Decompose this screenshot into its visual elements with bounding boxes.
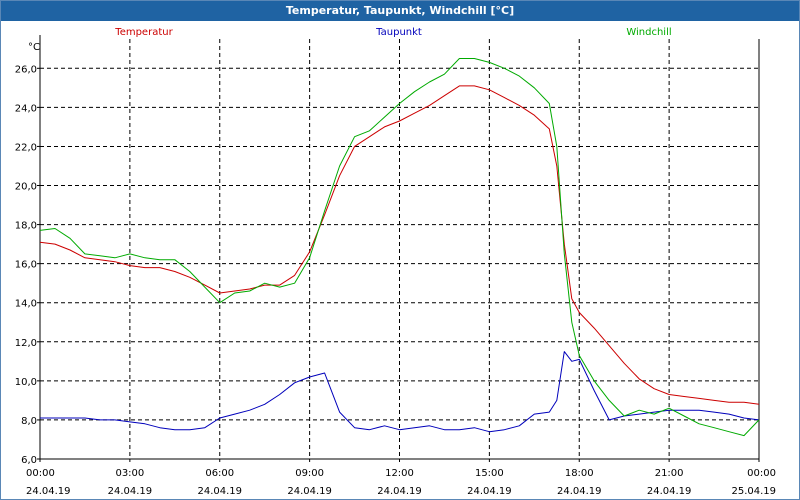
- grid-lines: [40, 39, 759, 459]
- y-tick-label: 18,0: [15, 221, 37, 232]
- y-tick-label: 22,0: [15, 142, 37, 153]
- x-tick-time-label: 00:00: [747, 468, 776, 479]
- y-tick-label: 24,0: [15, 103, 37, 114]
- x-tick-time-label: 15:00: [475, 468, 504, 479]
- legend-item-temperatur: Temperatur: [114, 27, 173, 38]
- legend-item-windchill: Windchill: [626, 27, 671, 38]
- chart-title: Temperatur, Taupunkt, Windchill [°C]: [1, 1, 799, 21]
- series-line-temperatur: [39, 85, 760, 405]
- x-tick-date-label: 24.04.19: [287, 486, 332, 497]
- series-line-windchill: [39, 58, 760, 437]
- legend-item-taupunkt: Taupunkt: [375, 27, 422, 38]
- x-tick-time-label: 06:00: [205, 468, 234, 479]
- y-tick-label: 20,0: [15, 182, 37, 193]
- x-tick-date-label: 25.04.19: [731, 486, 776, 497]
- y-tick-label: 26,0: [15, 64, 37, 75]
- x-tick-time-label: 00:00: [26, 468, 55, 479]
- x-tick-date-label: 24.04.19: [467, 486, 512, 497]
- x-tick-time-label: 03:00: [115, 468, 144, 479]
- y-tick-label: 6,0: [21, 455, 37, 466]
- x-tick-date-label: 24.04.19: [647, 486, 692, 497]
- x-axis-ticks: 00:00 24.04.19 03:00 24.04.19 06:00 24.04.19 0…: [26, 459, 776, 497]
- x-tick-date-label: 24.04.19: [557, 486, 602, 497]
- y-tick-label: 12,0: [15, 338, 37, 349]
- y-tick-label: 16,0: [15, 260, 37, 271]
- x-tick-time-label: 21:00: [655, 468, 684, 479]
- series-line-taupunkt: [40, 351, 760, 433]
- x-tick-time-label: 12:00: [385, 468, 414, 479]
- x-tick-time-label: 09:00: [295, 468, 324, 479]
- x-tick-date-label: 24.04.19: [26, 486, 71, 497]
- y-tick-label: 8,0: [21, 416, 37, 427]
- y-tick-label: 10,0: [15, 377, 37, 388]
- x-tick-time-label: 18:00: [565, 468, 594, 479]
- legend: Temperatur Taupunkt Windchill: [114, 27, 671, 38]
- y-axis-ticks: 6,0 8,0 10,0 12,0 14,0 16,0 18,0 20,0 22,0 24,0 26…: [15, 64, 40, 466]
- x-tick-date-label: 24.04.19: [377, 486, 422, 497]
- x-tick-date-label: 24.04.19: [108, 486, 153, 497]
- y-axis-unit-label: °C: [28, 42, 40, 53]
- y-tick-label: 14,0: [15, 299, 37, 310]
- chart-canvas: 6,0 8,0 10,0 12,0 14,0 16,0 18,0 20,0 22,0 24,0 26…: [15, 27, 776, 497]
- series-lines: [39, 58, 760, 437]
- x-tick-date-label: 24.04.19: [197, 486, 242, 497]
